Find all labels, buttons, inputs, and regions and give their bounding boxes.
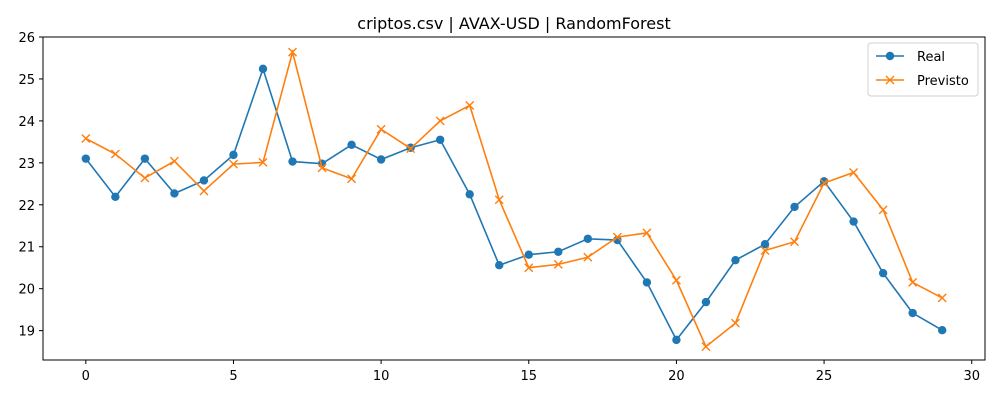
data-point-real (495, 260, 504, 270)
data-point-previsto (465, 100, 475, 110)
data-point-real (642, 278, 652, 287)
data-point-previsto (849, 167, 859, 177)
data-point-previsto (435, 116, 445, 126)
data-point-real (435, 135, 445, 144)
data-point-previsto (81, 134, 91, 144)
legend-marker-real (885, 51, 895, 61)
data-point-previsto (701, 342, 711, 352)
data-point-real (878, 268, 888, 278)
x-tick-label: 30 (963, 369, 980, 384)
data-point-previsto (612, 232, 622, 242)
data-point-real (229, 150, 238, 160)
series-line-previsto (85, 48, 943, 348)
x-tick-label: 10 (373, 369, 390, 384)
data-point-previsto (671, 275, 681, 285)
y-tick-label: 22 (18, 199, 35, 214)
data-point-previsto (553, 259, 563, 269)
data-point-previsto (376, 124, 386, 134)
data-point-real (583, 234, 593, 243)
data-point-previsto (760, 246, 770, 256)
data-point-previsto (110, 149, 120, 159)
data-point-real (819, 177, 829, 186)
x-tick-label: 0 (82, 369, 90, 384)
data-point-previsto (406, 144, 416, 154)
data-point-previsto (288, 47, 298, 57)
data-point-real (524, 250, 533, 259)
data-point-real (937, 326, 947, 335)
data-point-real (465, 190, 474, 199)
legend-label-previsto: Previsto (917, 74, 969, 89)
data-point-previsto (199, 186, 209, 196)
legend: Real Previsto (867, 42, 979, 97)
data-point-previsto (258, 157, 268, 167)
data-point-real (731, 255, 740, 265)
data-point-previsto (730, 318, 740, 328)
legend-marker-previsto (885, 75, 895, 85)
x-tick-label: 20 (668, 369, 685, 384)
data-point-real (701, 297, 711, 307)
y-tick-label: 21 (18, 241, 35, 256)
data-point-real (672, 335, 681, 345)
series-line-real (85, 66, 943, 342)
data-point-previsto (347, 174, 357, 184)
data-point-real (258, 64, 268, 74)
y-tick-label: 20 (18, 283, 35, 298)
data-point-real (140, 154, 150, 163)
legend-label-real: Real (917, 50, 945, 65)
data-point-real (111, 192, 120, 202)
plot-frame (42, 36, 986, 361)
data-point-real (199, 176, 209, 185)
data-point-previsto (317, 163, 327, 173)
y-tick-label: 24 (18, 115, 35, 130)
data-point-previsto (819, 178, 829, 188)
data-point-previsto (908, 277, 918, 287)
data-point-real (790, 202, 799, 212)
data-point-previsto (642, 228, 652, 238)
x-tick-label: 5 (229, 369, 237, 384)
data-point-real (554, 247, 563, 256)
data-point-previsto (790, 237, 800, 247)
data-point-real (288, 157, 297, 166)
data-point-previsto (169, 156, 179, 166)
data-point-real (170, 189, 179, 198)
data-point-previsto (494, 195, 504, 205)
y-tick-label: 19 (18, 325, 35, 340)
data-point-real (376, 155, 386, 164)
data-point-previsto (140, 173, 150, 183)
data-point-real (908, 308, 917, 318)
chart-title: criptos.csv | AVAX-USD | RandomForest (357, 14, 670, 33)
data-point-real (849, 217, 858, 226)
data-point-previsto (583, 252, 593, 262)
x-tick-label: 25 (816, 369, 833, 384)
data-point-previsto (937, 293, 947, 303)
y-tick-label: 23 (18, 157, 35, 172)
data-point-previsto (228, 159, 238, 169)
data-point-real (760, 240, 770, 249)
data-point-previsto (878, 205, 888, 215)
y-tick-label: 25 (18, 73, 35, 88)
data-point-real (81, 154, 91, 163)
data-point-real (347, 140, 356, 150)
y-tick-label: 26 (18, 31, 35, 46)
x-tick-label: 15 (520, 369, 537, 384)
data-point-previsto (524, 263, 534, 273)
